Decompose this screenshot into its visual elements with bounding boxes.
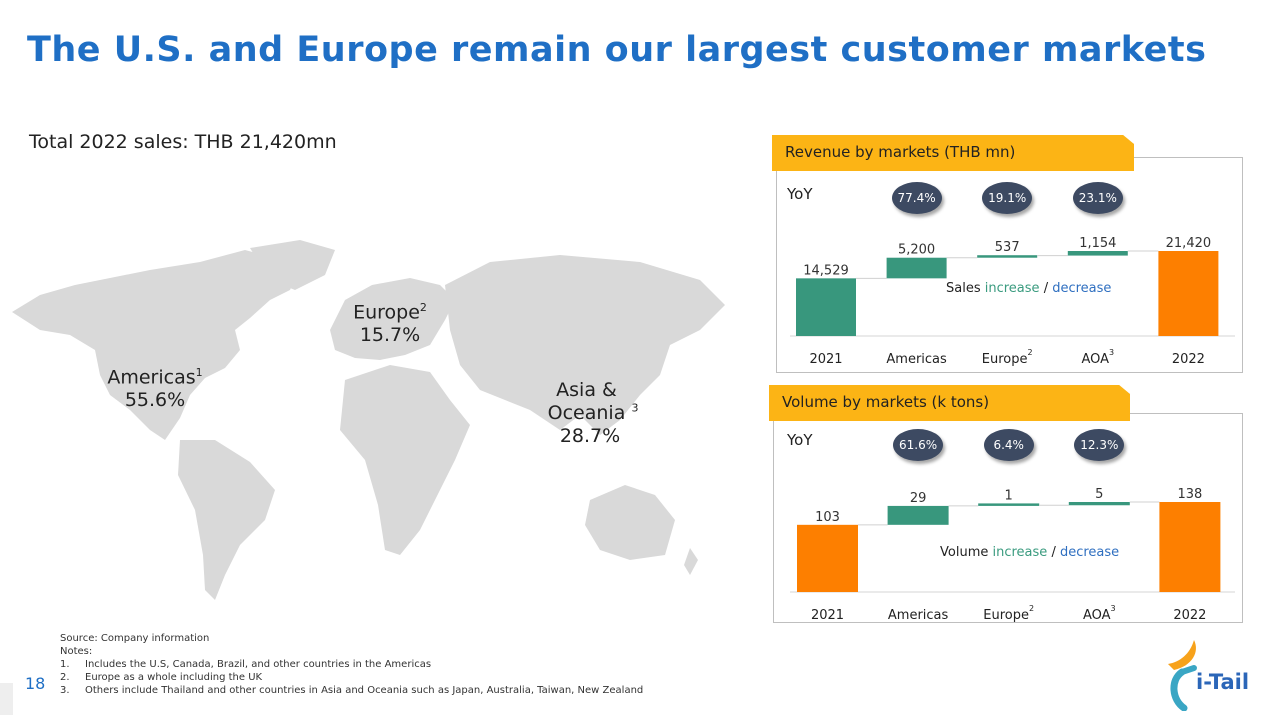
category-label: AOA3 (1081, 348, 1114, 367)
chart-legend: Volume increase / decrease (940, 545, 1119, 560)
note-num: 3. (60, 685, 70, 696)
europe (330, 278, 455, 360)
value-label: 21,420 (1166, 236, 1212, 251)
category-label: 2022 (1172, 352, 1205, 367)
yoy-bubble: 6.4% (983, 429, 1034, 461)
category-label: Europe2 (982, 348, 1033, 367)
logo-mark-icon (1168, 640, 1197, 712)
total-sales: Total 2022 sales: THB 21,420mn (29, 131, 337, 153)
legend-increase: increase (984, 281, 1040, 296)
value-label: 1,154 (1079, 236, 1116, 251)
bar-europe (977, 255, 1038, 258)
world-map (12, 240, 725, 600)
yoy-bubble: 77.4% (891, 182, 942, 214)
note-text: Others include Thailand and other countr… (85, 685, 644, 696)
yoy-bubble: 61.6% (893, 429, 944, 461)
bar-2022 (1158, 251, 1219, 336)
region-share: 28.7% (559, 425, 621, 447)
value-label: 138 (1177, 487, 1202, 502)
yoy-bubble: 23.1% (1072, 182, 1123, 214)
value-label: 29 (910, 491, 927, 506)
south-america (178, 440, 275, 600)
yoy-label: YoY (787, 431, 813, 449)
value-label: 5 (1095, 487, 1103, 502)
value-label: 1 (1005, 488, 1013, 503)
legend-prefix: Sales (946, 281, 981, 296)
legend-increase: increase (992, 545, 1048, 560)
bar-2021 (796, 278, 856, 336)
note-3: 3. Others include Thailand and other coun… (60, 684, 643, 697)
bar-europe (978, 503, 1040, 506)
africa (340, 365, 470, 555)
region-asia-oceania: Asia & Oceania 3 28.7% (535, 379, 645, 448)
category-label: AOA3 (1083, 604, 1116, 623)
page-tab (0, 683, 13, 715)
page-number: 18 (25, 674, 46, 693)
asia (445, 255, 725, 435)
yoy-bubble: 12.3% (1074, 429, 1125, 461)
logo-text: i-Tail (1196, 670, 1250, 694)
source-text: Source: Company information (60, 633, 210, 644)
footnote-ref: 3 (1111, 604, 1116, 613)
value-label: 5,200 (898, 243, 935, 258)
footnote-ref: 1 (195, 366, 203, 379)
bar-2022 (1159, 502, 1221, 592)
itail-logo: i-Tail (1160, 636, 1260, 712)
north-america (12, 250, 300, 440)
legend-decrease: decrease (1059, 545, 1120, 560)
footnote-ref: 3 (1109, 348, 1114, 357)
greenland (250, 240, 335, 290)
value-label: 14,529 (803, 263, 849, 278)
note-2: 2. Europe as a whole including the UK (60, 671, 643, 684)
category-label: 2022 (1173, 608, 1206, 623)
legend-decrease: decrease (1052, 281, 1112, 296)
footnote-ref: 3 (631, 401, 639, 415)
footnote-ref: 2 (419, 301, 427, 314)
category-label: Americas (886, 352, 947, 367)
note-1: 1. Includes the U.S, Canada, Brazil, and … (60, 658, 643, 671)
volume-chart-title: Volume by markets (k tons) (769, 385, 1130, 421)
value-label: 103 (815, 510, 840, 525)
category-label: 2021 (809, 352, 842, 367)
category-label: Americas (888, 608, 949, 623)
chart-legend: Sales increase / decrease (946, 281, 1111, 296)
note-num: 1. (60, 659, 70, 670)
region-europe: Europe2 15.7% (335, 296, 445, 347)
footnote-ref: 2 (1028, 348, 1033, 357)
footnotes: Source: Company information Notes: 1. Inc… (60, 632, 643, 697)
value-label: 537 (995, 240, 1020, 255)
note-num: 2. (60, 672, 70, 683)
region-americas: Americas1 55.6% (95, 361, 215, 412)
notes-label: Notes: (60, 646, 93, 657)
revenue-chart-title: Revenue by markets (THB mn) (772, 135, 1134, 171)
bar-americas (887, 505, 949, 525)
region-share: 15.7% (359, 324, 421, 347)
region-name: Americas (107, 366, 196, 389)
region-name: Europe (353, 301, 420, 324)
bar-aoa (1067, 251, 1128, 256)
category-label: Europe2 (983, 604, 1034, 623)
footnote-ref: 2 (1029, 604, 1034, 613)
legend-sep: / (1051, 545, 1056, 560)
region-share: 55.6% (124, 389, 186, 412)
australia (585, 485, 675, 560)
yoy-bubble: 19.1% (982, 182, 1033, 214)
bar-americas (886, 257, 947, 279)
note-text: Europe as a whole including the UK (85, 672, 263, 683)
bar-2021 (797, 524, 858, 592)
yoy-label: YoY (787, 185, 813, 203)
bar-aoa (1068, 502, 1130, 506)
note-text: Includes the U.S, Canada, Brazil, and ot… (85, 659, 432, 670)
legend-prefix: Volume (940, 545, 989, 560)
region-name: Asia & Oceania (547, 379, 626, 424)
page-title: The U.S. and Europe remain our largest c… (27, 30, 1207, 70)
new-zealand (684, 548, 698, 575)
legend-sep: / (1043, 281, 1049, 296)
category-label: 2021 (811, 608, 844, 623)
